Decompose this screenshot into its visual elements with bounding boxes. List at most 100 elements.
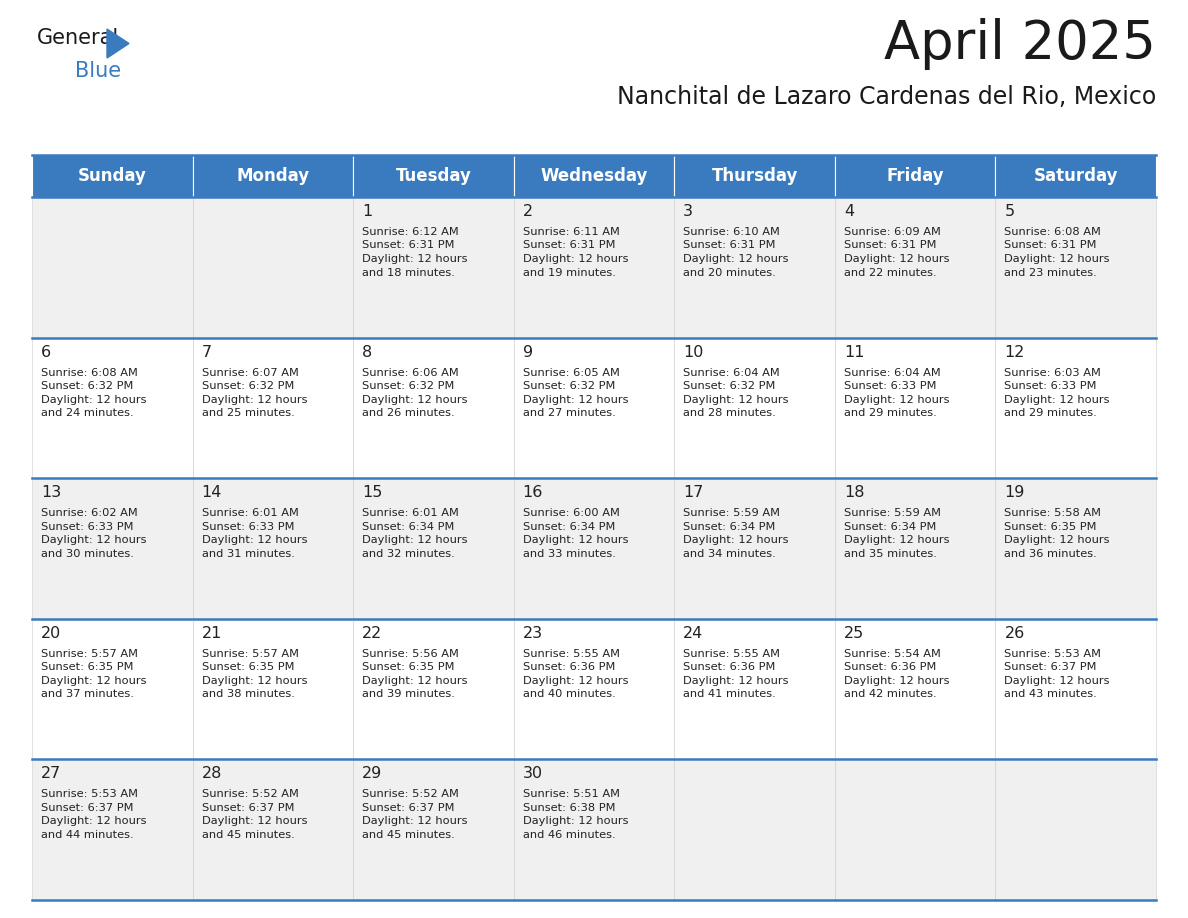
Text: Daylight: 12 hours: Daylight: 12 hours [843,535,949,545]
Text: and 34 minutes.: and 34 minutes. [683,549,776,559]
Bar [353,338,513,478]
Text: 7: 7 [202,344,211,360]
Text: Sunset: 6:32 PM: Sunset: 6:32 PM [523,381,615,391]
Text: Sunset: 6:32 PM: Sunset: 6:32 PM [362,381,455,391]
Bar [513,197,675,338]
Text: Thursday: Thursday [712,167,798,185]
Text: Daylight: 12 hours: Daylight: 12 hours [683,676,789,686]
Text: Sunset: 6:37 PM: Sunset: 6:37 PM [42,803,133,813]
Text: Daylight: 12 hours: Daylight: 12 hours [683,254,789,264]
Text: and 45 minutes.: and 45 minutes. [202,830,295,840]
Text: Sunset: 6:33 PM: Sunset: 6:33 PM [42,521,133,532]
Text: and 19 minutes.: and 19 minutes. [523,267,615,277]
Text: Sunset: 6:37 PM: Sunset: 6:37 PM [362,803,455,813]
Text: and 26 minutes.: and 26 minutes. [362,409,455,418]
Text: and 33 minutes.: and 33 minutes. [523,549,615,559]
Text: Sunrise: 6:08 AM: Sunrise: 6:08 AM [1004,227,1101,237]
Bar [32,338,192,478]
Text: Daylight: 12 hours: Daylight: 12 hours [843,395,949,405]
Text: 26: 26 [1004,626,1025,641]
Text: Sunrise: 5:54 AM: Sunrise: 5:54 AM [843,649,941,659]
Text: Daylight: 12 hours: Daylight: 12 hours [683,395,789,405]
Text: and 31 minutes.: and 31 minutes. [202,549,295,559]
Text: Sunset: 6:34 PM: Sunset: 6:34 PM [523,521,615,532]
Bar [675,155,835,197]
Bar [513,759,675,900]
Text: and 27 minutes.: and 27 minutes. [523,409,615,418]
Text: 27: 27 [42,767,62,781]
Bar [353,478,513,619]
Text: and 41 minutes.: and 41 minutes. [683,689,776,700]
Text: 21: 21 [202,626,222,641]
Bar [835,155,996,197]
Bar [192,338,353,478]
Bar [835,338,996,478]
Bar [675,338,835,478]
Text: and 23 minutes.: and 23 minutes. [1004,267,1098,277]
Text: Daylight: 12 hours: Daylight: 12 hours [42,816,146,826]
Bar [835,478,996,619]
Text: Daylight: 12 hours: Daylight: 12 hours [42,535,146,545]
Text: 9: 9 [523,344,533,360]
Text: Sunset: 6:35 PM: Sunset: 6:35 PM [42,662,133,672]
Text: Sunrise: 5:53 AM: Sunrise: 5:53 AM [1004,649,1101,659]
Text: Sunset: 6:33 PM: Sunset: 6:33 PM [843,381,936,391]
Bar [353,619,513,759]
Text: 23: 23 [523,626,543,641]
Bar [32,759,192,900]
Text: Sunrise: 5:59 AM: Sunrise: 5:59 AM [843,509,941,518]
Text: Daylight: 12 hours: Daylight: 12 hours [1004,535,1110,545]
Text: 6: 6 [42,344,51,360]
Text: 14: 14 [202,486,222,500]
Text: and 46 minutes.: and 46 minutes. [523,830,615,840]
Bar [835,759,996,900]
Bar [675,197,835,338]
Text: Sunset: 6:34 PM: Sunset: 6:34 PM [843,521,936,532]
Text: Daylight: 12 hours: Daylight: 12 hours [202,395,307,405]
Text: and 44 minutes.: and 44 minutes. [42,830,133,840]
Text: Sunrise: 6:03 AM: Sunrise: 6:03 AM [1004,367,1101,377]
Bar [192,155,353,197]
Text: Sunrise: 5:55 AM: Sunrise: 5:55 AM [523,649,620,659]
Bar [513,619,675,759]
Text: Sunset: 6:31 PM: Sunset: 6:31 PM [523,241,615,251]
Text: 2: 2 [523,204,533,219]
Text: 5: 5 [1004,204,1015,219]
Text: Sunrise: 5:53 AM: Sunrise: 5:53 AM [42,789,138,800]
Text: 8: 8 [362,344,372,360]
Text: Sunset: 6:36 PM: Sunset: 6:36 PM [523,662,615,672]
Text: Sunday: Sunday [78,167,147,185]
Bar [835,619,996,759]
Text: Saturday: Saturday [1034,167,1118,185]
Text: Daylight: 12 hours: Daylight: 12 hours [362,254,468,264]
Text: Sunrise: 6:01 AM: Sunrise: 6:01 AM [362,509,459,518]
Text: Daylight: 12 hours: Daylight: 12 hours [362,535,468,545]
Text: Sunset: 6:31 PM: Sunset: 6:31 PM [843,241,936,251]
Text: 1: 1 [362,204,372,219]
Text: and 29 minutes.: and 29 minutes. [843,409,936,418]
Text: 12: 12 [1004,344,1025,360]
Bar [192,759,353,900]
Text: Daylight: 12 hours: Daylight: 12 hours [202,816,307,826]
Bar [996,759,1156,900]
Bar [513,338,675,478]
Text: 10: 10 [683,344,703,360]
Text: Sunrise: 6:05 AM: Sunrise: 6:05 AM [523,367,620,377]
Text: Sunrise: 6:04 AM: Sunrise: 6:04 AM [843,367,941,377]
Bar [996,197,1156,338]
Text: Daylight: 12 hours: Daylight: 12 hours [843,676,949,686]
Text: Blue: Blue [75,61,121,81]
Text: Tuesday: Tuesday [396,167,472,185]
Text: and 22 minutes.: and 22 minutes. [843,267,936,277]
Text: Daylight: 12 hours: Daylight: 12 hours [202,535,307,545]
Bar [353,197,513,338]
Text: Wednesday: Wednesday [541,167,647,185]
Text: Daylight: 12 hours: Daylight: 12 hours [1004,395,1110,405]
Bar [353,759,513,900]
Text: 4: 4 [843,204,854,219]
Text: and 32 minutes.: and 32 minutes. [362,549,455,559]
Text: Daylight: 12 hours: Daylight: 12 hours [523,676,628,686]
Bar [996,478,1156,619]
Bar [675,759,835,900]
Text: 30: 30 [523,767,543,781]
